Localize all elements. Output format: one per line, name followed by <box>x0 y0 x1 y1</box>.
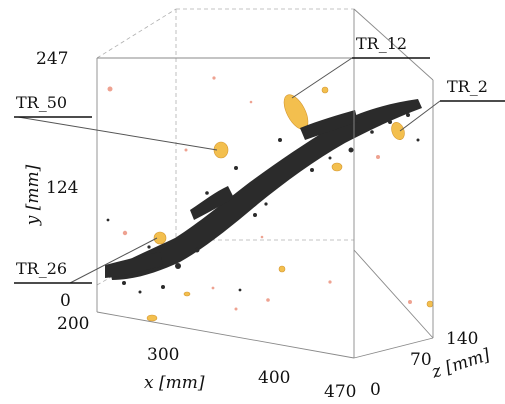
x-axis-label: x [mm] <box>144 373 205 393</box>
clusters <box>146 86 434 322</box>
y-tick-124: 124 <box>46 178 78 198</box>
tag-tr50-label: TR_50 <box>16 93 67 112</box>
tag-tr26: TR_26 <box>14 259 92 284</box>
x-tick-400: 400 <box>258 368 290 388</box>
z-axis-label: z [mm] <box>428 345 492 383</box>
tag-tr2-label: TR_2 <box>447 77 488 96</box>
tag-tr12: TR_12 <box>352 34 430 59</box>
z-tick-140: 140 <box>446 329 478 349</box>
z-tick-70: 70 <box>410 350 432 370</box>
tag-tr2: TR_2 <box>440 77 505 102</box>
y-tick-0: 0 <box>60 291 71 311</box>
leader-lines <box>17 57 441 284</box>
y-axis-label: y [mm] <box>23 164 43 226</box>
y-axis: 247 124 0 y [mm] <box>23 49 78 311</box>
x-tick-200: 200 <box>57 314 89 334</box>
tag-tr12-label: TR_12 <box>356 34 407 53</box>
tag-tr26-label: TR_26 <box>16 259 67 278</box>
x-axis: 200 300 400 470 x [mm] <box>57 314 356 402</box>
tag-tr50: TR_50 <box>14 93 92 118</box>
y-tick-247: 247 <box>36 49 68 69</box>
x-tick-300: 300 <box>147 345 179 365</box>
bounding-box-front <box>96 8 434 359</box>
core-structure <box>105 99 422 294</box>
x-tick-470: 470 <box>324 382 356 402</box>
z-axis: 0 70 140 z [mm] <box>370 329 493 400</box>
z-tick-0: 0 <box>370 380 381 400</box>
